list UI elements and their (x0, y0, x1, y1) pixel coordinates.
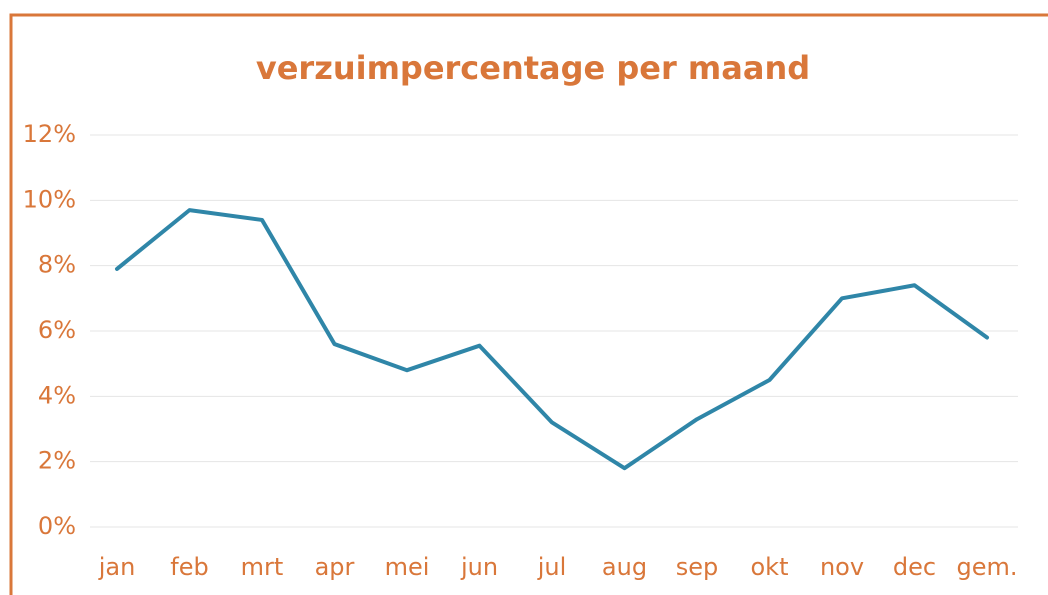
x-tick-label: dec (893, 553, 936, 581)
y-tick-label: 6% (38, 316, 76, 344)
x-tick-label: mrt (241, 553, 284, 581)
y-tick-label: 10% (23, 185, 76, 213)
x-tick-label: aug (602, 553, 647, 581)
x-tick-label: jul (537, 553, 567, 581)
y-tick-label: 12% (23, 120, 76, 148)
x-tick-label: apr (315, 553, 355, 581)
x-tick-label: mei (385, 553, 430, 581)
x-tick-label: nov (820, 553, 864, 581)
x-tick-label: gem. (956, 553, 1017, 581)
x-tick-label: jun (460, 553, 498, 581)
y-tick-label: 8% (38, 251, 76, 279)
x-tick-label: jan (98, 553, 136, 581)
x-tick-label: sep (676, 553, 719, 581)
y-tick-label: 0% (38, 512, 76, 540)
x-tick-label: feb (170, 553, 208, 581)
line (115, 208, 989, 471)
y-tick-label: 2% (38, 447, 76, 475)
chart-title: verzuimpercentage per maand (256, 49, 810, 87)
frame (9, 13, 1048, 595)
y-tick-label: 4% (38, 381, 76, 409)
x-tick-label: okt (751, 553, 789, 581)
